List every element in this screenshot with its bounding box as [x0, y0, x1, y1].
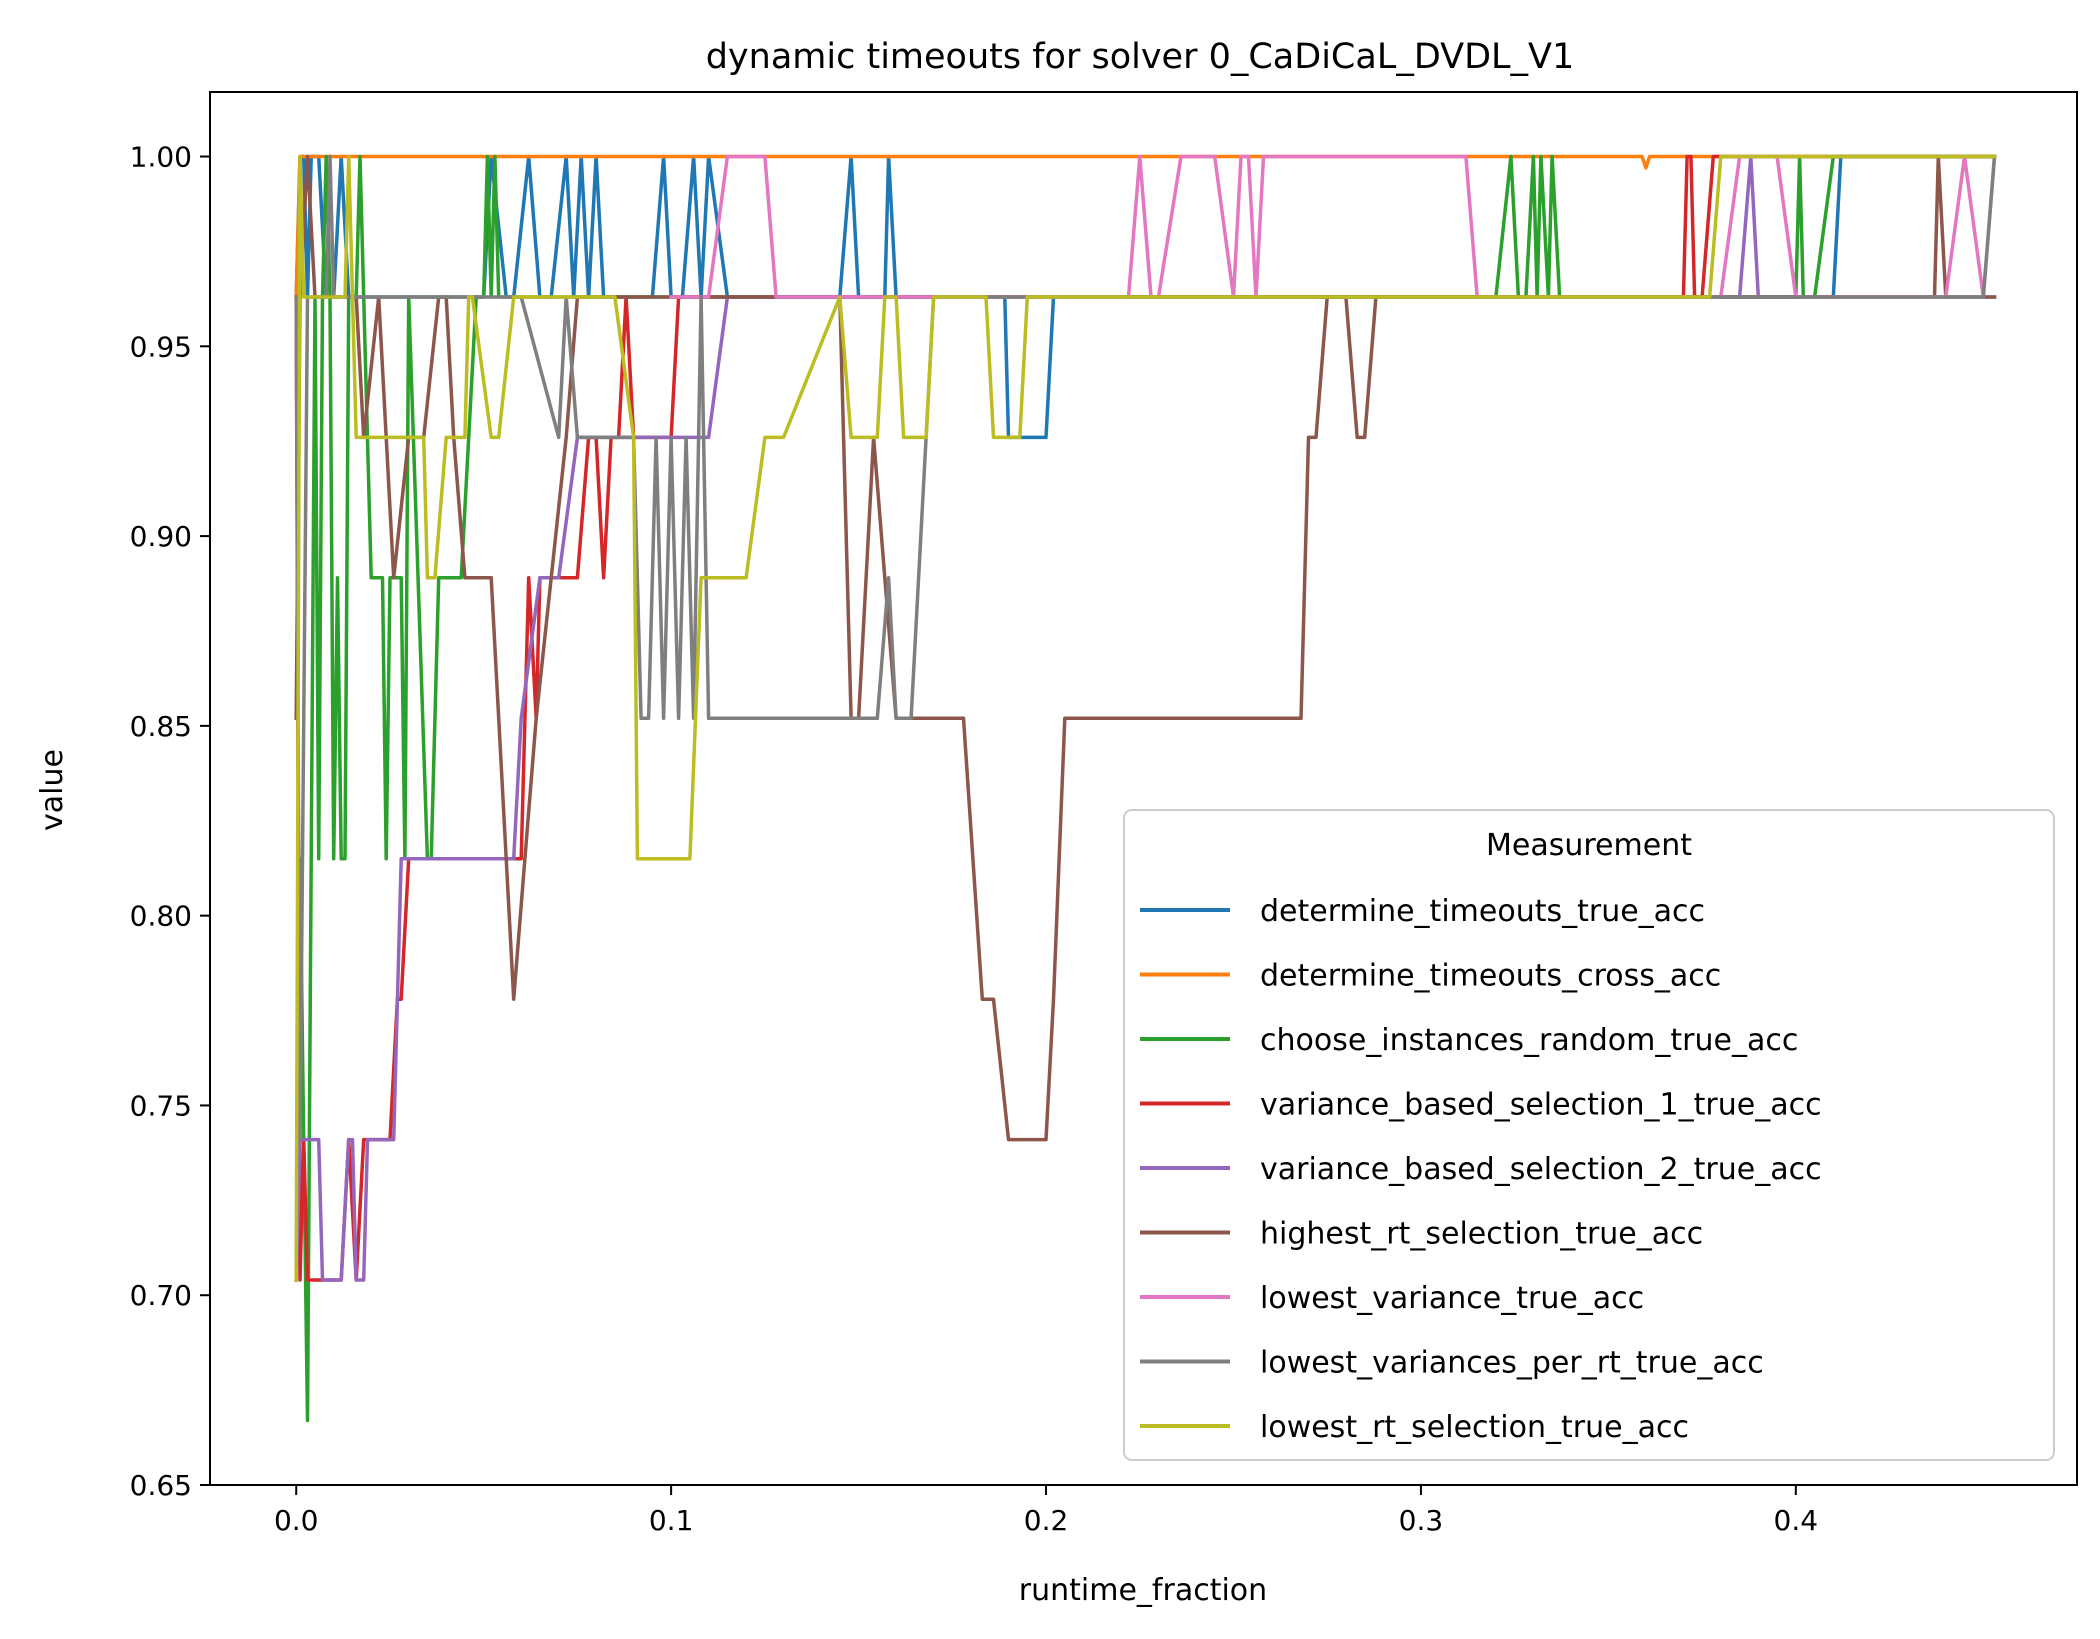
x-tick-label: 0.4 — [1774, 1504, 1819, 1537]
legend-label: choose_instances_random_true_acc — [1260, 1023, 1798, 1058]
series-layer — [294, 154, 1997, 1423]
legend-title: Measurement — [1486, 828, 1692, 863]
legend-label: highest_rt_selection_true_acc — [1260, 1217, 1703, 1252]
legend: Measurement determine_timeouts_true_accd… — [1123, 809, 2055, 1461]
legend-label: lowest_variances_per_rt_true_acc — [1260, 1346, 1764, 1381]
series-line-lowest-rt-selection-true-acc — [294, 154, 1997, 1282]
x-tick-label: 0.0 — [274, 1504, 319, 1537]
series-line-determine-timeouts-cross-acc — [294, 154, 1997, 299]
y-tick-label: 0.85 — [130, 710, 192, 743]
legend-label: variance_based_selection_1_true_acc — [1260, 1088, 1822, 1123]
x-tick-label: 0.3 — [1399, 1504, 1444, 1537]
y-tick-label: 0.65 — [130, 1469, 192, 1502]
legend-label: variance_based_selection_2_true_acc — [1260, 1152, 1822, 1187]
legend-entries: determine_timeouts_true_acc determine_tim… — [1140, 894, 1822, 1445]
legend-label: lowest_variance_true_acc — [1260, 1281, 1644, 1316]
legend-label: lowest_rt_selection_true_acc — [1260, 1410, 1689, 1445]
legend-label: determine_timeouts_true_acc — [1260, 894, 1705, 929]
y-tick-label: 0.80 — [130, 900, 192, 933]
x-axis-ticks: 0.0 0.1 0.2 0.3 0.4 — [274, 1485, 1818, 1537]
x-tick-label: 0.1 — [649, 1504, 694, 1537]
y-tick-label: 0.75 — [130, 1089, 192, 1122]
x-axis-label: runtime_fraction — [1019, 1573, 1267, 1608]
y-tick-label: 1.00 — [130, 141, 192, 174]
legend-label: determine_timeouts_cross_acc — [1260, 959, 1721, 994]
chart-title: dynamic timeouts for solver 0_CaDiCaL_DV… — [706, 37, 1575, 77]
y-axis-label: value — [35, 749, 70, 831]
plot-frame — [209, 91, 2078, 1486]
x-tick-label: 0.2 — [1024, 1504, 1069, 1537]
y-tick-label: 0.95 — [130, 330, 192, 363]
y-tick-label: 0.70 — [130, 1279, 192, 1312]
y-axis-ticks: 0.65 0.70 0.75 0.80 0.85 0.90 0.95 1.00 — [130, 141, 210, 1502]
y-tick-label: 0.90 — [130, 520, 192, 553]
legend-frame — [1123, 809, 2055, 1461]
